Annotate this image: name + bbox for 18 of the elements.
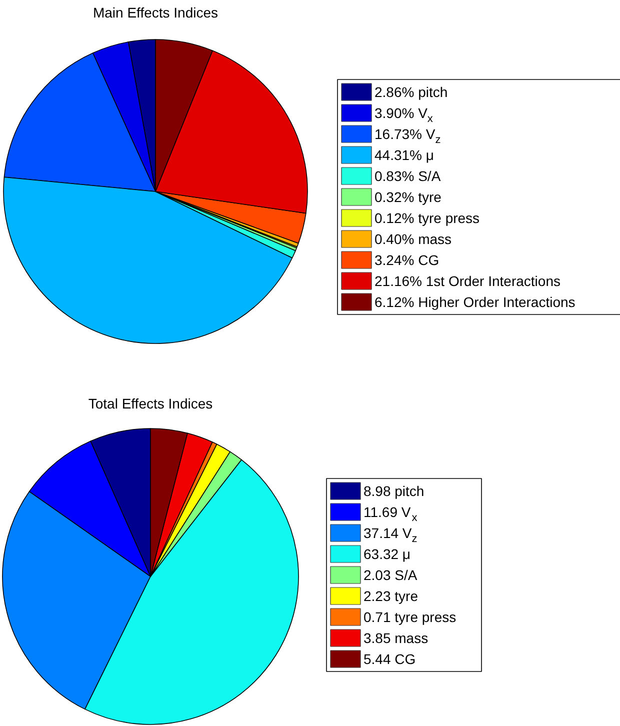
legend-label: 5.44 CG (364, 651, 416, 667)
legend-label: 3.85 mass (364, 630, 428, 646)
legend-label: 3.24% CG (374, 252, 440, 268)
legend-label: 0.12% tyre press (374, 210, 480, 226)
legend-label: 6.12% Higher Order Interactions (374, 294, 576, 310)
legend-label: 0.40% mass (374, 231, 452, 247)
legend-label: 0.83% S/A (374, 168, 442, 184)
legend-label: 63.32 μ (364, 546, 410, 562)
chart-title: Total Effects Indices (88, 396, 213, 412)
legend-label: 0.32% tyre (374, 189, 442, 205)
legend-label: 21.16% 1st Order Interactions (374, 273, 560, 289)
legend-label: 8.98 pitch (364, 483, 424, 499)
legend-label: 44.31% μ (374, 147, 434, 163)
legend-label: 0.71 tyre press (364, 609, 456, 625)
legend-label: 2.23 tyre (364, 588, 418, 604)
legend-label: 2.03 S/A (364, 567, 418, 583)
chart-title: Main Effects Indices (92, 4, 218, 20)
legend-label: 2.86% pitch (374, 84, 448, 100)
